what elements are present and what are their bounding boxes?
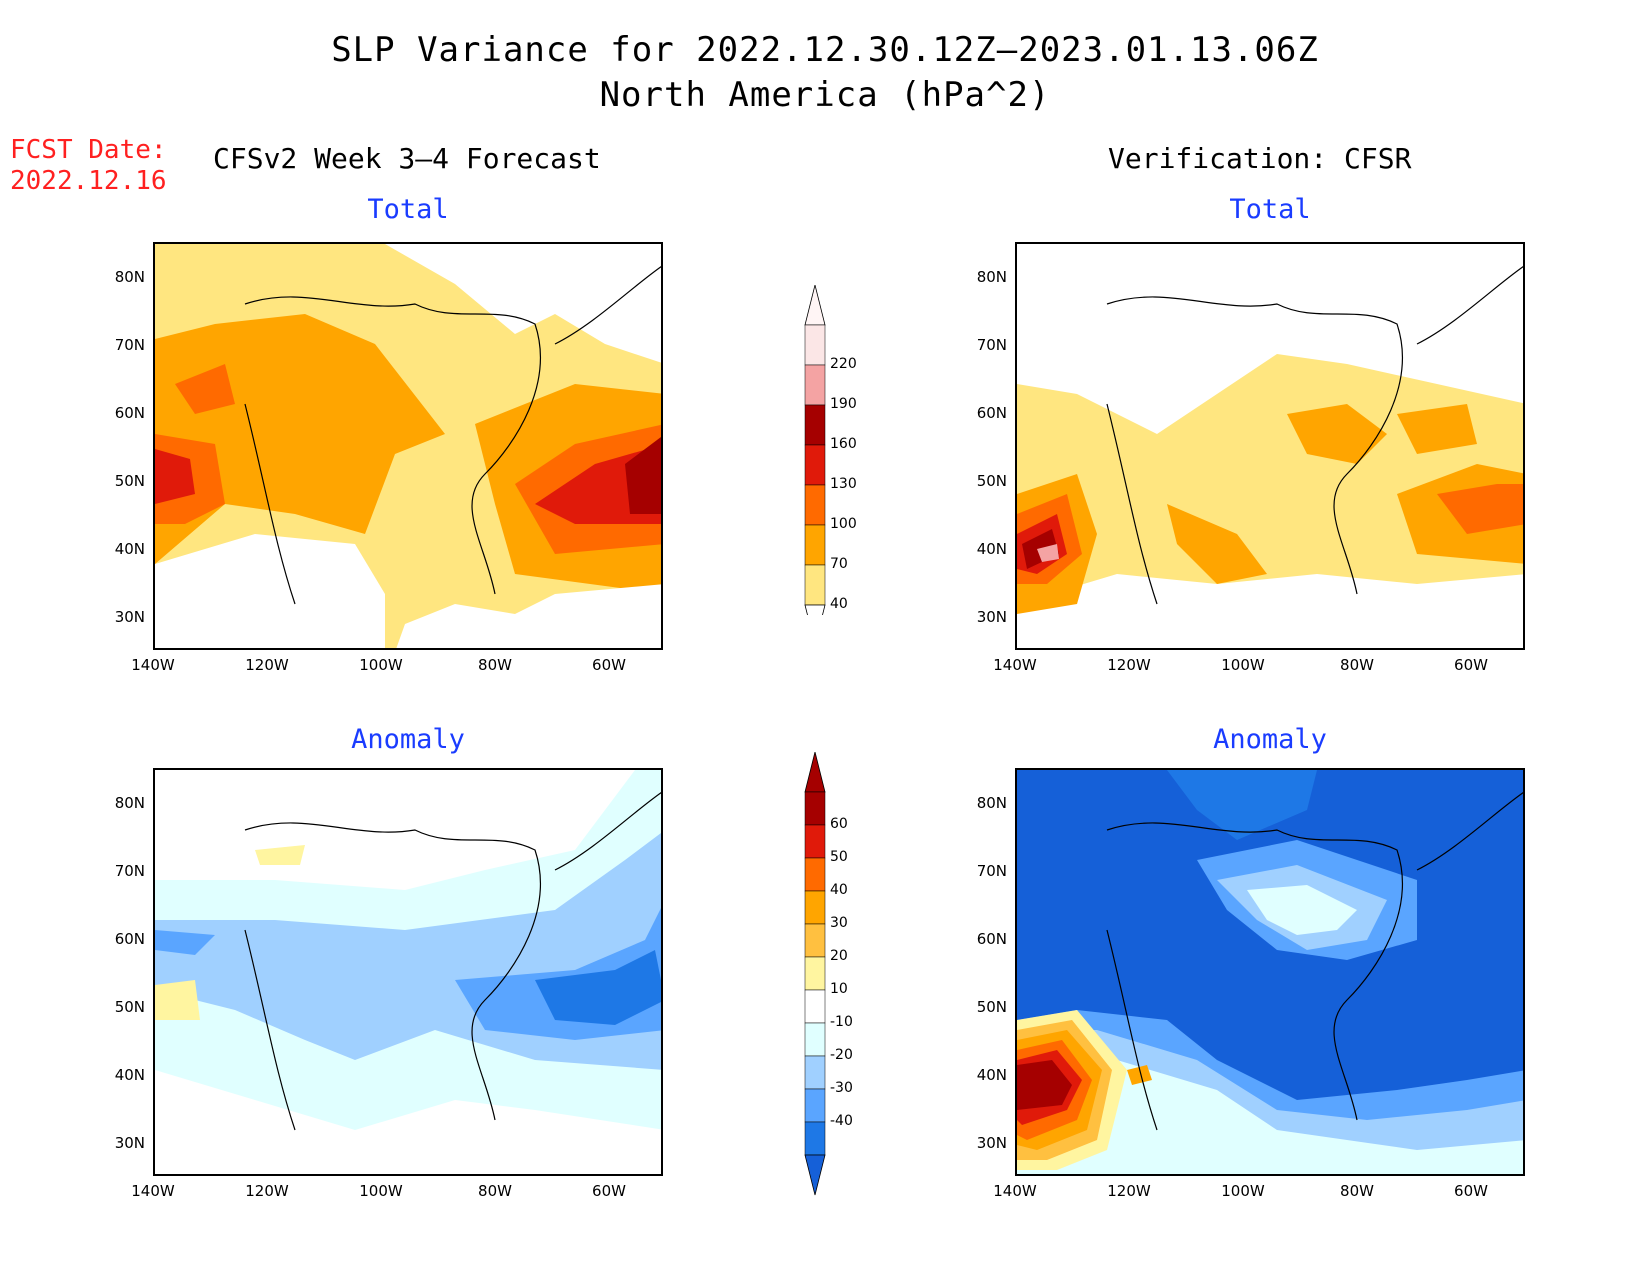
lat-label: 40N bbox=[976, 1066, 1007, 1084]
lon-label: 120W bbox=[1107, 656, 1151, 674]
anomaly-colorbar-swatch bbox=[804, 824, 826, 859]
anomaly-colorbar-top bbox=[804, 751, 826, 793]
lat-label: 30N bbox=[976, 1134, 1007, 1152]
total-colorbar-bottom bbox=[804, 604, 826, 646]
lon-label: 100W bbox=[1221, 1182, 1265, 1200]
anomaly-colorbar-swatch bbox=[804, 1121, 826, 1156]
anomaly-colorbar-swatch bbox=[804, 857, 826, 892]
lat-label: 50N bbox=[976, 998, 1007, 1016]
forecast-anomaly-title: Anomaly bbox=[351, 724, 465, 755]
forecast-column-header: CFSv2 Week 3—4 Forecast bbox=[213, 142, 601, 175]
lat-label: 60N bbox=[976, 930, 1007, 948]
lon-label: 100W bbox=[1221, 656, 1265, 674]
main-title: SLP Variance for 2022.12.30.12Z—2023.01.… bbox=[331, 30, 1319, 70]
total-colorbar-label: 100 bbox=[830, 516, 857, 532]
lon-label: 60W bbox=[592, 656, 626, 674]
lon-label: 120W bbox=[1107, 1182, 1151, 1200]
lat-label: 70N bbox=[976, 862, 1007, 880]
verification-anomaly-title: Anomaly bbox=[1213, 724, 1327, 755]
anomaly-colorbar-label: 30 bbox=[830, 915, 848, 931]
anomaly-colorbar-label: 40 bbox=[830, 882, 848, 898]
anomaly-colorbar-swatch bbox=[804, 989, 826, 1024]
lon-label: 60W bbox=[1454, 1182, 1488, 1200]
total-colorbar-label: 130 bbox=[830, 476, 857, 492]
total-colorbar-swatch bbox=[804, 364, 826, 406]
lon-label: 120W bbox=[245, 1182, 289, 1200]
anomaly-colorbar-label: 60 bbox=[830, 816, 848, 832]
anomaly-colorbar-label: -30 bbox=[830, 1080, 853, 1096]
total-colorbar-label: 40 bbox=[830, 596, 848, 612]
forecast-total-map bbox=[153, 242, 663, 650]
verification-total-title: Total bbox=[1229, 194, 1311, 225]
total-colorbar-swatch bbox=[804, 564, 826, 606]
verification-total-map bbox=[1015, 242, 1525, 650]
lon-label: 80W bbox=[478, 1182, 512, 1200]
lon-label: 140W bbox=[993, 1182, 1037, 1200]
anomaly-colorbar-swatch bbox=[804, 923, 826, 958]
lon-label: 140W bbox=[131, 656, 175, 674]
total-colorbar bbox=[800, 284, 830, 646]
anomaly-colorbar-label: 20 bbox=[830, 948, 848, 964]
lat-label: 80N bbox=[114, 268, 145, 286]
lon-label: 100W bbox=[359, 656, 403, 674]
anomaly-colorbar-swatch bbox=[804, 890, 826, 925]
lat-label: 60N bbox=[114, 404, 145, 422]
lon-label: 80W bbox=[1340, 656, 1374, 674]
anomaly-colorbar-swatch bbox=[804, 1022, 826, 1057]
lat-label: 50N bbox=[976, 472, 1007, 490]
lat-label: 80N bbox=[114, 794, 145, 812]
anomaly-colorbar-label: -10 bbox=[830, 1014, 853, 1030]
lat-label: 70N bbox=[114, 336, 145, 354]
forecast-total-title: Total bbox=[367, 194, 449, 225]
lat-label: 60N bbox=[976, 404, 1007, 422]
lat-label: 80N bbox=[976, 268, 1007, 286]
lat-label: 70N bbox=[976, 336, 1007, 354]
verification-column-header: Verification: CFSR bbox=[1108, 142, 1412, 175]
lat-label: 30N bbox=[976, 608, 1007, 626]
lon-label: 60W bbox=[592, 1182, 626, 1200]
total-colorbar-label: 160 bbox=[830, 436, 857, 452]
lat-label: 30N bbox=[114, 608, 145, 626]
anomaly-colorbar-swatch bbox=[804, 1055, 826, 1090]
anomaly-colorbar-swatch bbox=[804, 1088, 826, 1123]
anomaly-colorbar-bottom bbox=[804, 1154, 826, 1196]
total-colorbar-label: 190 bbox=[830, 396, 857, 412]
lon-label: 60W bbox=[1454, 656, 1488, 674]
anomaly-colorbar-swatch bbox=[804, 791, 826, 826]
total-colorbar-label: 70 bbox=[830, 556, 848, 572]
anomaly-colorbar-label: -40 bbox=[830, 1113, 853, 1129]
lon-label: 80W bbox=[1340, 1182, 1374, 1200]
total-colorbar-label: 220 bbox=[830, 356, 857, 372]
verification-anomaly-map bbox=[1015, 768, 1525, 1176]
lon-label: 120W bbox=[245, 656, 289, 674]
fcst-date-label: FCST Date: bbox=[10, 135, 167, 165]
lat-label: 80N bbox=[976, 794, 1007, 812]
lat-label: 70N bbox=[114, 862, 145, 880]
anomaly-colorbar-swatch bbox=[804, 956, 826, 991]
main-subtitle: North America (hPa^2) bbox=[599, 75, 1051, 115]
lat-label: 40N bbox=[114, 1066, 145, 1084]
fcst-date-value: 2022.12.16 bbox=[10, 166, 167, 196]
lon-label: 100W bbox=[359, 1182, 403, 1200]
total-colorbar-swatch bbox=[804, 404, 826, 446]
lat-label: 60N bbox=[114, 930, 145, 948]
lon-label: 140W bbox=[131, 1182, 175, 1200]
lat-label: 50N bbox=[114, 998, 145, 1016]
lon-label: 140W bbox=[993, 656, 1037, 674]
anomaly-colorbar-label: -20 bbox=[830, 1047, 853, 1063]
forecast-anomaly-map bbox=[153, 768, 663, 1176]
total-colorbar-top bbox=[804, 284, 826, 326]
anomaly-colorbar bbox=[800, 751, 830, 1204]
lat-label: 40N bbox=[976, 540, 1007, 558]
lat-label: 40N bbox=[114, 540, 145, 558]
lon-label: 80W bbox=[478, 656, 512, 674]
anomaly-colorbar-label: 50 bbox=[830, 849, 848, 865]
total-colorbar-swatch bbox=[804, 324, 826, 366]
lat-label: 50N bbox=[114, 472, 145, 490]
total-colorbar-swatch bbox=[804, 524, 826, 566]
anomaly-colorbar-label: 10 bbox=[830, 981, 848, 997]
total-colorbar-swatch bbox=[804, 444, 826, 486]
lat-label: 30N bbox=[114, 1134, 145, 1152]
total-colorbar-swatch bbox=[804, 484, 826, 526]
